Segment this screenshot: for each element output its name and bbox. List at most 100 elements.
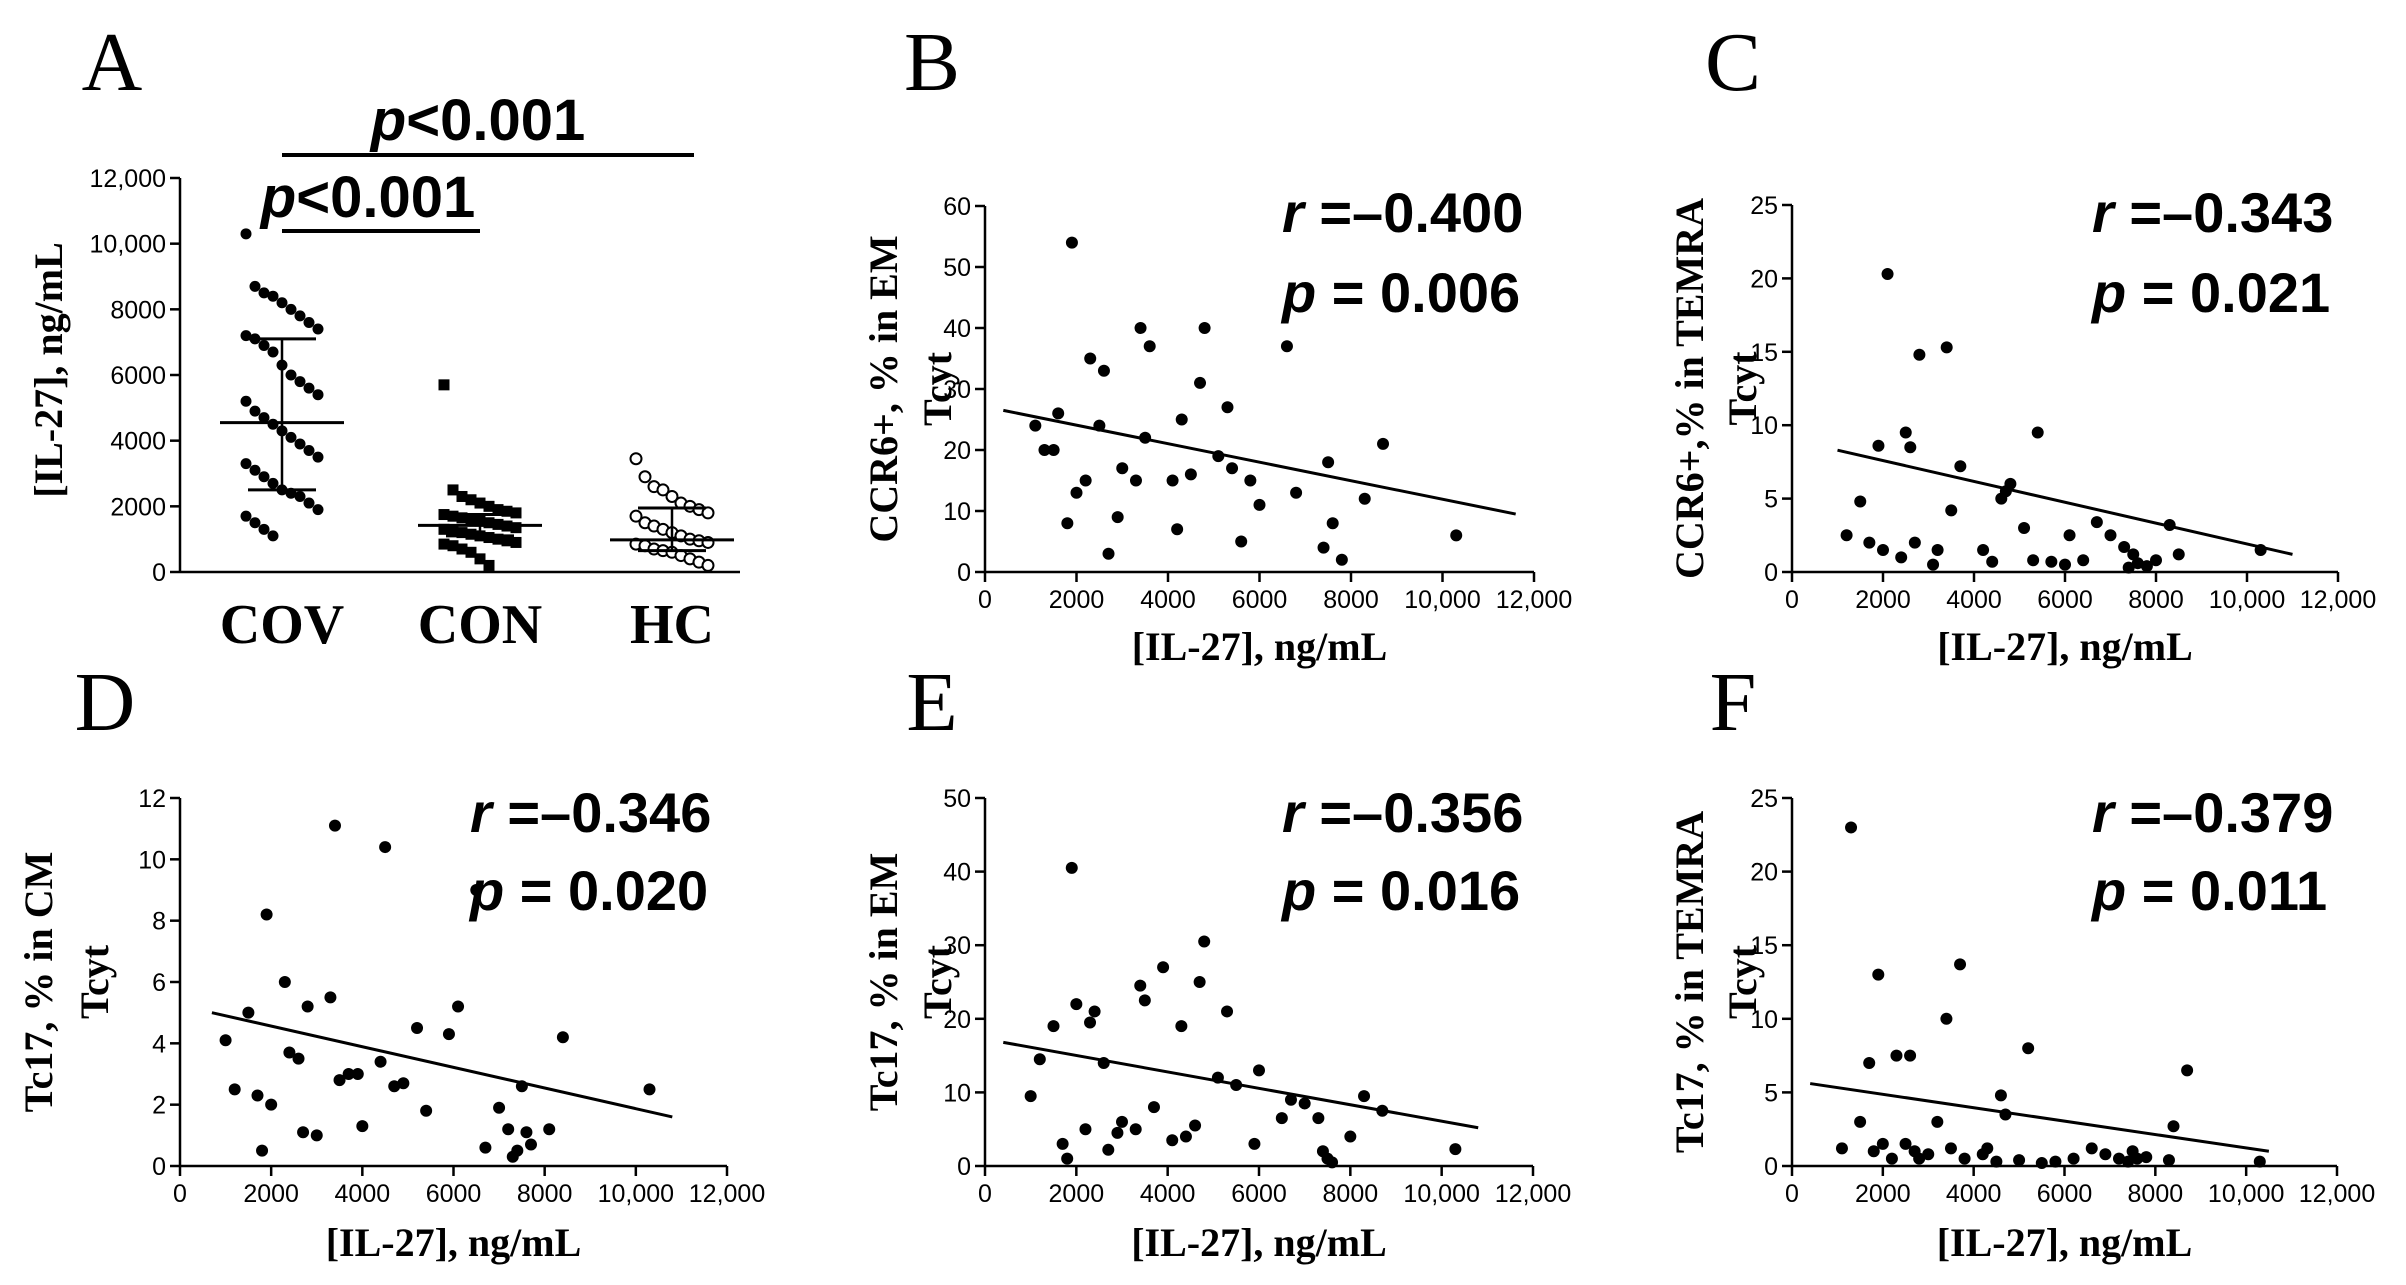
data-point-b [1070, 486, 1083, 499]
data-point-d [511, 1144, 524, 1157]
data-point-d [219, 1034, 232, 1047]
data-point-c [1899, 426, 1912, 439]
data-point-d [328, 819, 341, 832]
data-point-b [1198, 322, 1211, 334]
y-axis-sublabel-b: Tcyt [915, 351, 960, 426]
y-tick-label-c: 15 [1750, 339, 1778, 367]
category-label-hc: HC [630, 594, 714, 656]
data-point-b [1335, 553, 1348, 566]
data-point-cov [258, 339, 270, 351]
x-tick-label-c: 6000 [2037, 586, 2093, 614]
data-point-b [1084, 352, 1097, 365]
data-point-b [1317, 541, 1330, 554]
data-point-b [1280, 340, 1293, 353]
data-point-b [1184, 468, 1197, 481]
data-point-b [1065, 236, 1078, 249]
data-point-e [1248, 1137, 1261, 1150]
data-point-f [1954, 958, 1967, 971]
x-tick-label-d: 0 [173, 1180, 187, 1208]
data-point-d [297, 1126, 310, 1139]
data-point-d [292, 1052, 305, 1065]
data-point-b [1253, 498, 1266, 511]
correlation-r-b-value: =–0.400 [1304, 181, 1524, 244]
data-point-hc [656, 483, 670, 497]
x-tick-label-c: 2000 [1855, 586, 1911, 614]
data-point-f [2067, 1152, 2080, 1165]
data-point-c [2059, 558, 2071, 571]
data-point-e [1033, 1053, 1046, 1066]
data-point-cov [249, 517, 261, 529]
data-point-e [1326, 1156, 1339, 1169]
data-point-f [2035, 1157, 2048, 1170]
data-point-b [1166, 474, 1179, 487]
correlation-p-c-value: = 0.021 [2126, 261, 2330, 324]
data-point-cov [240, 228, 252, 240]
data-point-d [397, 1077, 410, 1090]
y-tick-label-b: 40 [943, 315, 971, 343]
data-point-d [283, 1046, 296, 1059]
data-point-e [1312, 1112, 1325, 1125]
data-point-f [1944, 1142, 1957, 1155]
data-point-b [1358, 492, 1371, 505]
data-point-c [1954, 460, 1967, 473]
x-tick-label-d: 2000 [243, 1180, 299, 1208]
data-point-c [2122, 561, 2135, 574]
data-point-cov [267, 477, 279, 489]
data-point-cov [267, 530, 279, 542]
data-point-con [438, 523, 450, 535]
correlation-p-c-symbol: p [2090, 261, 2126, 324]
data-point-f [1981, 1142, 1994, 1155]
data-point-b [1194, 376, 1207, 389]
data-point-cov [258, 287, 270, 299]
data-point-c [1927, 558, 1940, 571]
y-tick-label-a: 8000 [110, 296, 166, 324]
y-tick-label-d: 12 [138, 785, 166, 813]
y-tick-label-a: 2000 [110, 493, 166, 521]
data-point-f [2162, 1154, 2175, 1167]
data-point-c [2104, 529, 2117, 542]
x-tick-label-e: 12,000 [1495, 1180, 1571, 1208]
data-point-d [324, 991, 337, 1004]
data-point-f [1876, 1137, 1889, 1150]
y-tick-label-a: 10,000 [90, 231, 166, 259]
correlation-p-e: p = 0.016 [1280, 859, 1520, 922]
data-point-c [1895, 551, 1908, 564]
x-tick-label-e: 2000 [1049, 1180, 1105, 1208]
data-point-c [2077, 554, 2090, 567]
correlation-p-e-value: = 0.016 [1316, 859, 1520, 922]
y-tick-label-b: 60 [943, 193, 971, 221]
data-point-f [1854, 1115, 1867, 1128]
data-point-e [1221, 1005, 1234, 1018]
data-point-f [2167, 1120, 2180, 1133]
x-axis-label-d: [IL-27], ng/mL [326, 1220, 582, 1265]
data-point-con [438, 509, 450, 521]
data-point-cov [312, 504, 324, 516]
data-point-f [1845, 821, 1858, 834]
correlation-p-f-value: = 0.011 [2126, 859, 2327, 922]
x-tick-label-f: 6000 [2037, 1180, 2093, 1208]
regression-line-d [211, 1011, 673, 1119]
data-point-con [492, 504, 504, 516]
data-point-c [1913, 348, 1926, 361]
data-point-e [1061, 1152, 1074, 1165]
regression-line-b [1003, 408, 1516, 516]
data-point-hc [701, 506, 715, 520]
data-point-b [1235, 535, 1248, 548]
x-axis-label-f: [IL-27], ng/mL [1937, 1220, 2193, 1265]
data-point-b [1097, 364, 1110, 377]
data-point-f [2013, 1154, 2026, 1167]
y-tick-label-c: 5 [1764, 486, 1778, 514]
data-point-cov [303, 382, 315, 394]
data-point-d [388, 1080, 401, 1093]
x-tick-label-d: 8000 [517, 1180, 573, 1208]
y-tick-label-f: 5 [1764, 1079, 1778, 1107]
data-point-d [301, 1000, 314, 1013]
correlation-p-b: p = 0.006 [1280, 261, 1520, 324]
data-point-c [1904, 441, 1917, 454]
data-point-d [452, 1000, 465, 1013]
data-point-f [1922, 1148, 1935, 1161]
data-point-con [447, 510, 459, 522]
data-point-b [1143, 340, 1156, 353]
data-point-cov [267, 290, 279, 302]
